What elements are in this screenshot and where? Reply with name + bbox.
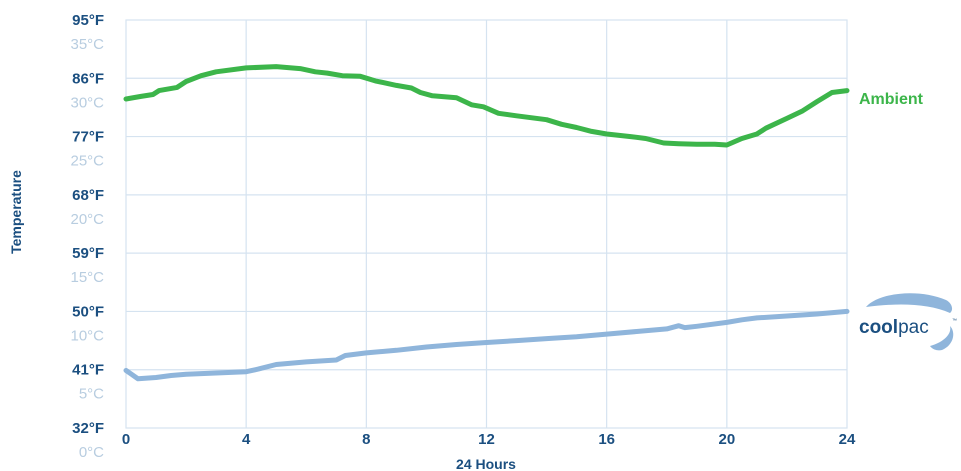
- y-tick-label-fahrenheit: 50°F: [72, 303, 104, 320]
- y-tick-label-celsius: 5°C: [79, 386, 104, 403]
- x-tick-label: 16: [598, 431, 615, 448]
- series-line-ambient: [123, 64, 850, 148]
- x-tick-label: 20: [718, 431, 735, 448]
- y-tick-label-fahrenheit: 77°F: [72, 129, 104, 146]
- y-tick-label-fahrenheit: 86°F: [72, 70, 104, 87]
- logo-tm: ™: [952, 318, 957, 324]
- y-tick-label-celsius: 35°C: [70, 36, 104, 53]
- logo-text-cool: cool: [859, 317, 898, 338]
- series-lines: [123, 64, 850, 382]
- x-tick-label: 12: [478, 431, 495, 448]
- y-tick-label-fahrenheit: 32°F: [72, 420, 104, 437]
- logo-swoosh-bottom: [930, 326, 954, 351]
- y-tick-label-celsius: 25°C: [70, 153, 104, 170]
- x-tick-label: 24: [839, 431, 856, 448]
- y-tick-label-fahrenheit: 95°F: [72, 12, 104, 29]
- logo-text-pac: pac: [898, 317, 929, 338]
- x-axis: 0 4 8 12 16 20 24: [122, 431, 856, 448]
- y-tick-label-fahrenheit: 41°F: [72, 362, 104, 379]
- x-tick-label: 4: [242, 431, 251, 448]
- grid-lines: [125, 19, 848, 429]
- coolpac-logo: coolpac ™: [859, 293, 957, 351]
- x-tick-label: 8: [362, 431, 370, 448]
- svg-text:coolpac: coolpac: [859, 317, 929, 338]
- y-tick-label-celsius: 15°C: [70, 269, 104, 286]
- y-axis-title: Temperature: [8, 170, 24, 254]
- logo-swoosh-top: [866, 293, 953, 313]
- x-tick-label: 0: [122, 431, 130, 448]
- y-tick-label-celsius: 10°C: [70, 327, 104, 344]
- y-tick-label-celsius: 30°C: [70, 94, 104, 111]
- y-tick-label-fahrenheit: 68°F: [72, 187, 104, 204]
- series-label-ambient: Ambient: [859, 91, 924, 108]
- x-axis-title: 24 Hours: [456, 456, 516, 471]
- y-tick-label-fahrenheit: 59°F: [72, 245, 104, 262]
- y-tick-label-celsius: 0°C: [79, 444, 104, 461]
- y-axis: 95°F 35°C 86°F 30°C 77°F 25°C 68°F 20°C 59°F 15°C…: [70, 12, 104, 461]
- y-tick-label-celsius: 20°C: [70, 211, 104, 228]
- series-line-coolpac: [123, 308, 850, 382]
